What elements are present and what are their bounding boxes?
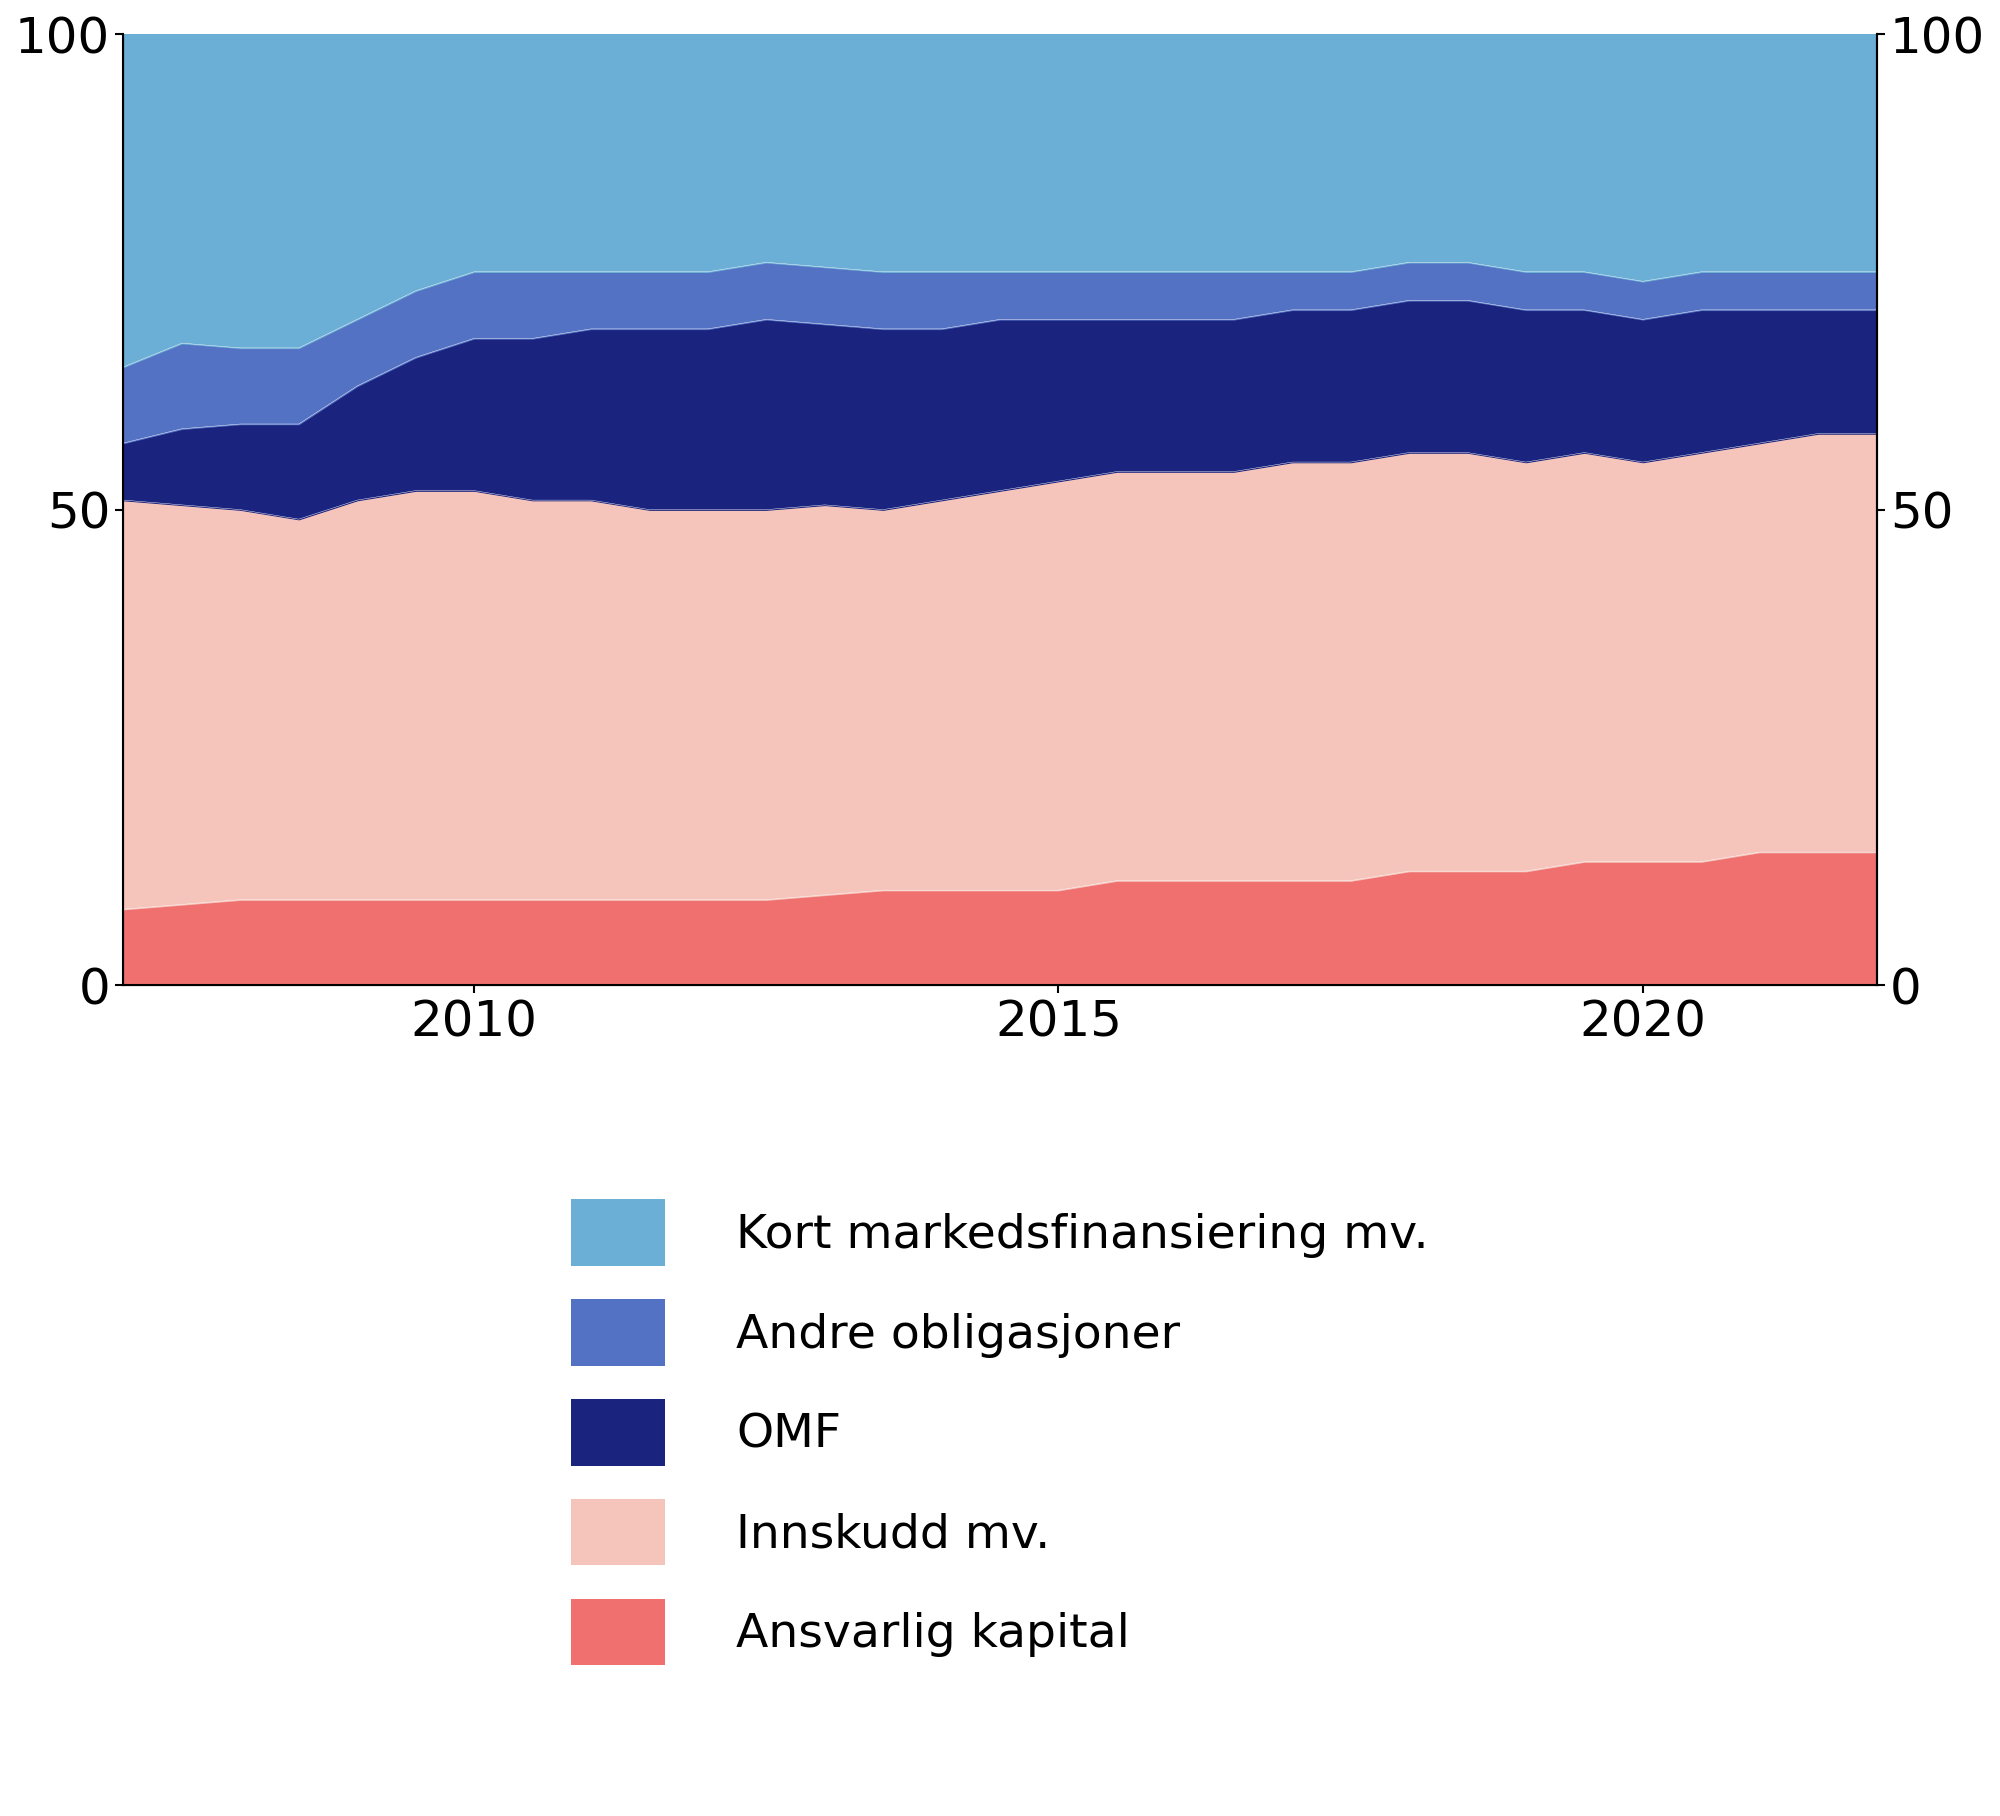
Legend: Kort markedsfinansiering mv., Andre obligasjoner, OMF, Innskudd mv., Ansvarlig k: Kort markedsfinansiering mv., Andre obli… — [552, 1180, 1448, 1683]
